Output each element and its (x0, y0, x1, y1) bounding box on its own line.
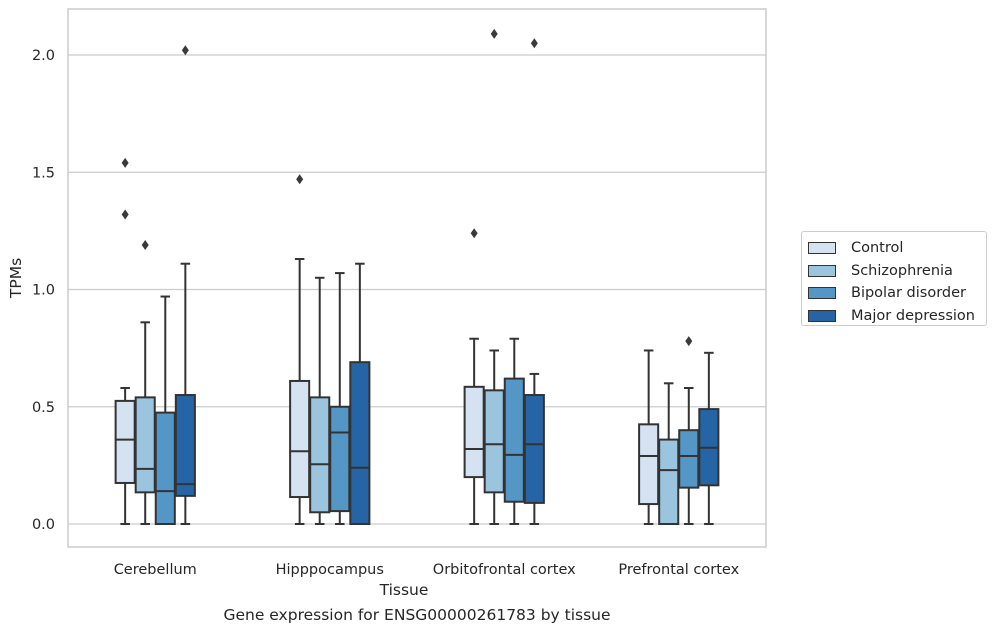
box (114, 399, 136, 484)
outlier-point (141, 239, 149, 250)
box (463, 385, 485, 479)
legend-item-control: Control (808, 237, 986, 260)
box (309, 396, 331, 514)
outlier-point (181, 45, 189, 56)
box (638, 423, 660, 506)
legend-item-schizophrenia: Schizophrenia (808, 260, 986, 283)
y-axis-label: TPMs (7, 258, 25, 299)
legend-swatch-control (808, 242, 836, 255)
box (678, 429, 700, 489)
box (483, 389, 505, 494)
legend-swatch-schizophrenia (808, 264, 836, 277)
outlier-point (530, 38, 538, 49)
y-tick-label: 1.5 (32, 165, 55, 181)
outlier-point (685, 336, 693, 347)
outlier-point (490, 28, 498, 39)
box (154, 411, 176, 525)
box (658, 438, 680, 525)
x-tick-label: Cerebellum (114, 562, 197, 578)
legend-label-major-depression: Major depression (851, 307, 975, 324)
outlier-point (470, 228, 478, 239)
x-tick-label: Hipppocampus (276, 562, 384, 578)
outlier-point (296, 174, 304, 185)
legend-label-schizophrenia: Schizophrenia (851, 262, 953, 279)
y-tick-label: 2.0 (32, 48, 55, 64)
plot-frame (67, 8, 767, 548)
box (523, 394, 545, 504)
legend-item-major-depression: Major depression (808, 305, 986, 328)
box (503, 377, 525, 503)
box (174, 394, 196, 497)
legend-swatch-major-depression (808, 309, 836, 322)
box (134, 396, 156, 494)
x-axis-label: Tissue (379, 581, 429, 599)
x-tick-label: Orbitofrontal cortex (433, 562, 576, 578)
y-tick-label: 1.0 (32, 283, 55, 299)
x-tick-label: Prefrontal cortex (618, 562, 739, 578)
legend: Control Schizophrenia Bipolar disorder M… (801, 231, 987, 326)
box (329, 405, 351, 513)
chart-caption: Gene expression for ENSG00000261783 by t… (223, 606, 611, 624)
outlier-point (121, 157, 129, 168)
box (349, 361, 371, 525)
y-tick-label: 0.0 (32, 517, 55, 533)
y-tick-label: 0.5 (32, 400, 55, 416)
legend-label-bipolar-disorder: Bipolar disorder (851, 285, 966, 302)
outlier-point (121, 209, 129, 220)
box (289, 379, 311, 499)
legend-swatch-bipolar-disorder (808, 287, 836, 300)
legend-item-bipolar-disorder: Bipolar disorder (808, 282, 986, 305)
legend-label-control: Control (851, 240, 904, 257)
